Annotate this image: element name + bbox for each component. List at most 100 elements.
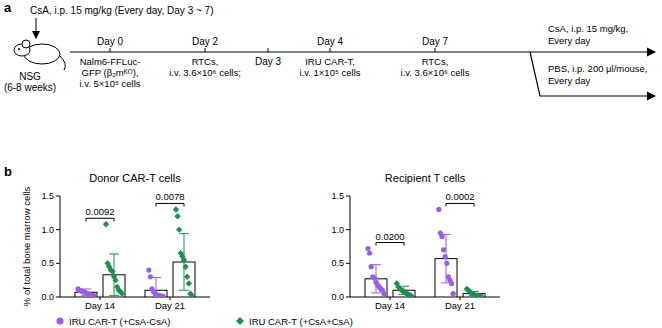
timeline-tick xyxy=(110,48,111,52)
y-tick xyxy=(346,196,350,197)
chart: Recipient T cells0.00.51.01.5Day 14Day 2… xyxy=(331,172,500,311)
point xyxy=(181,257,187,263)
y-axis xyxy=(60,196,61,297)
point xyxy=(174,213,180,219)
legend-marker xyxy=(57,318,64,325)
timeline-tick xyxy=(205,48,206,52)
day-treatment: i.v. 3.6×10⁶ cells; xyxy=(169,67,241,78)
y-axis-label: % of total bone marrow cells xyxy=(21,187,32,307)
y-tick xyxy=(56,229,60,230)
y-tick xyxy=(346,263,350,264)
day-label: Day 2 xyxy=(192,36,219,47)
branch-text: PBS, i.p. 200 μl/mouse, xyxy=(548,63,647,74)
point xyxy=(176,226,182,232)
day-treatment: RTCs, xyxy=(192,56,219,67)
mouse-ear xyxy=(22,40,30,48)
error-cap xyxy=(371,292,381,293)
day-treatment: IRU CAR-T, xyxy=(305,56,355,67)
point xyxy=(365,246,370,251)
panel-label: a xyxy=(4,0,12,15)
point xyxy=(478,293,484,297)
significance-bracket xyxy=(446,203,474,206)
significance-bracket xyxy=(376,243,404,246)
timeline-tick xyxy=(435,48,436,52)
mouse-label: NSG xyxy=(19,71,41,82)
p-value: 0.0092 xyxy=(85,206,114,217)
timeline xyxy=(70,51,530,52)
chart-title: Donor CAR-T cells xyxy=(89,172,181,184)
error-cap xyxy=(109,295,119,296)
point xyxy=(173,206,179,212)
day-treatment: GFP (β₂mᴷᴼ), xyxy=(82,67,139,78)
day-treatment: i.v. 3.6×10⁶ cells xyxy=(401,67,470,78)
branch-text: Every day xyxy=(548,75,590,86)
y-tick-label: 0.0 xyxy=(331,292,344,302)
point xyxy=(449,281,454,286)
plot-marks xyxy=(365,207,485,297)
significance-bracket xyxy=(86,218,114,221)
chart-title: Recipient T cells xyxy=(385,172,466,184)
error-cap xyxy=(109,253,119,254)
error-bar xyxy=(441,234,451,282)
branch-arrow xyxy=(530,52,655,96)
day-treatment: RTCs, xyxy=(422,56,449,67)
point xyxy=(184,274,190,280)
point xyxy=(408,292,414,297)
point xyxy=(443,254,448,259)
point xyxy=(381,291,386,296)
y-tick-label: 1.5 xyxy=(41,191,54,201)
branch-arrow xyxy=(530,51,655,52)
point xyxy=(182,264,188,270)
point xyxy=(189,292,195,297)
day-treatment: i.v. 5×10⁵ cells xyxy=(79,78,140,89)
mouse-eye xyxy=(18,48,20,50)
x-tick-label: Day 21 xyxy=(155,300,185,311)
figure: aCsA, i.p. 15 mg/kg (Every day, Day 3 ~ … xyxy=(0,0,662,328)
legend-label: IRU CAR-T (+CsA-CsA) xyxy=(69,316,170,327)
error-cap xyxy=(179,233,189,234)
error-cap xyxy=(179,290,189,291)
mouse-icon xyxy=(14,40,65,70)
p-value: 0.0002 xyxy=(445,191,474,202)
mouse-label: (6-8 weeks) xyxy=(4,82,56,93)
x-tick-label: Day 14 xyxy=(85,300,115,311)
point xyxy=(439,234,444,239)
legend-label: IRU CAR-T (+CsA+CsA) xyxy=(249,316,353,327)
point xyxy=(441,247,446,252)
x-tick-label: Day 14 xyxy=(375,300,405,311)
point xyxy=(186,280,192,286)
y-tick xyxy=(346,229,350,230)
legend-marker xyxy=(236,317,244,325)
chart: Donor CAR-T cells % of total bone marrow … xyxy=(21,172,210,311)
day-treatment: i.v. 1×10⁵ cells xyxy=(299,67,360,78)
day-treatment: Nalm6-FFLuc- xyxy=(80,56,141,67)
injection-arrow xyxy=(36,18,37,38)
day-label: Day 0 xyxy=(97,36,124,47)
point xyxy=(444,261,449,266)
point xyxy=(148,274,153,279)
p-value: 0.0078 xyxy=(155,191,184,202)
mouse-tail xyxy=(60,56,65,70)
branch-text: Every day xyxy=(548,35,590,46)
y-tick xyxy=(56,263,60,264)
point xyxy=(109,268,115,274)
y-tick-label: 1.0 xyxy=(41,225,54,235)
y-tick-label: 1.0 xyxy=(331,225,344,235)
point xyxy=(451,291,456,296)
significance-bracket xyxy=(156,203,184,206)
point xyxy=(146,267,151,272)
day-label: Day 3 xyxy=(255,56,282,67)
y-tick-label: 1.5 xyxy=(331,191,344,201)
plot-marks xyxy=(75,206,195,297)
p-value: 0.0200 xyxy=(375,231,404,242)
branch-text: CsA, i.p. 15 mg/kg, xyxy=(548,23,628,34)
timeline-tick xyxy=(268,48,269,52)
point xyxy=(103,221,109,227)
point xyxy=(161,294,166,297)
y-tick xyxy=(56,297,60,298)
y-tick xyxy=(346,297,350,298)
timeline-tick xyxy=(330,48,331,52)
point xyxy=(369,264,374,269)
point xyxy=(119,290,125,296)
point xyxy=(436,207,441,212)
